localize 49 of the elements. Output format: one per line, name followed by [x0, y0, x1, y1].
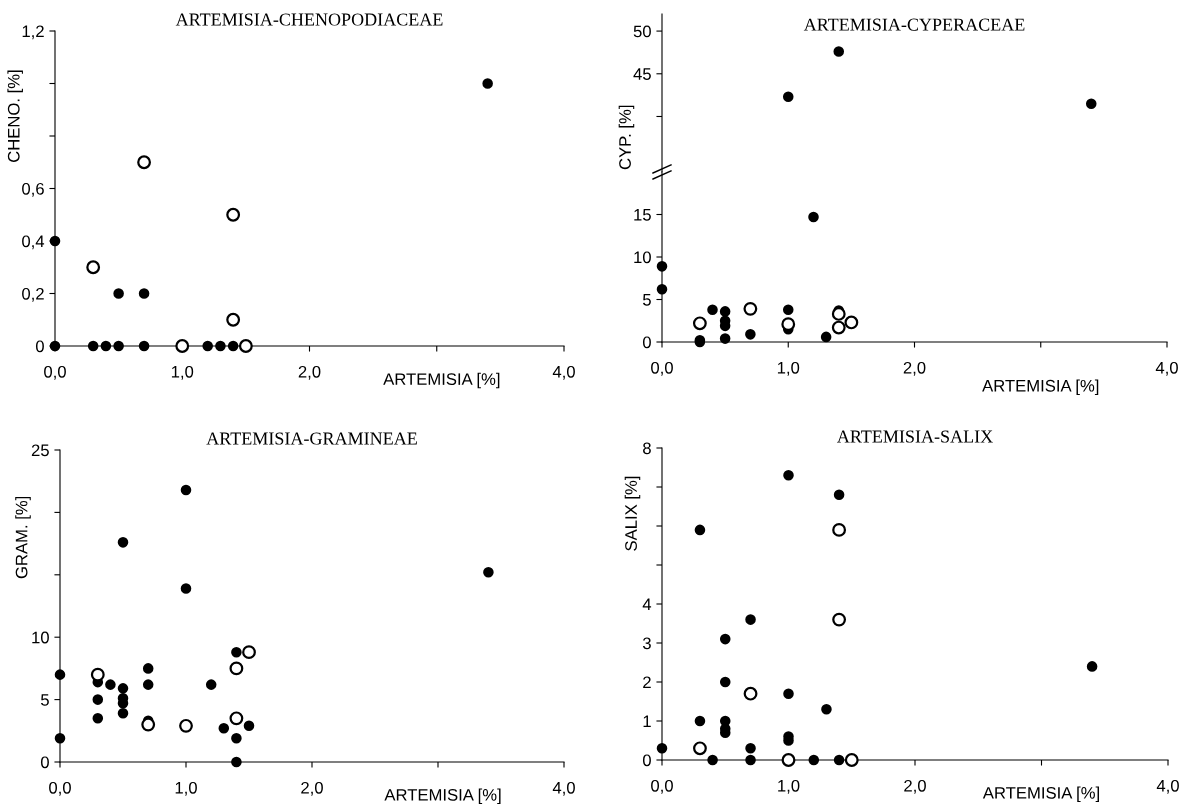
- y-tick-label: 10: [32, 631, 49, 644]
- y-tick-label: 5: [40, 694, 49, 706]
- chart-title: ARTEMISIA-SALIX: [836, 430, 993, 443]
- x-tick-label: 2,0: [903, 361, 926, 376]
- y-tick-label: 0,4: [22, 235, 45, 250]
- x-axis-title: ARTEMISIA [%]: [982, 379, 1099, 395]
- chart-title: ARTEMISIA-GRAMINEAE: [206, 432, 417, 445]
- x-tick-label: 0,0: [44, 365, 66, 380]
- y-tick-label: 5: [642, 294, 651, 306]
- y-axis-title: CHENO. [%]: [7, 70, 23, 162]
- x-tick-label: 2,0: [904, 779, 926, 794]
- x-tick-label: 1,0: [778, 779, 800, 794]
- x-tick-label: 1,0: [777, 361, 800, 376]
- x-tick-label: 4,0: [552, 365, 575, 380]
- y-tick-label: 0,6: [22, 182, 44, 197]
- chart-title: ARTEMISIA-CHENOPODIACEAE: [175, 13, 443, 26]
- y-tick-label: 8: [643, 442, 651, 455]
- y-tick-label: 0,2: [22, 287, 44, 302]
- y-tick-label: 1,2: [22, 25, 44, 40]
- y-tick-label: 3: [642, 637, 651, 650]
- chart-title: ARTEMISIA-CYPERACEAE: [803, 18, 1025, 31]
- y-tick-label: 0: [40, 756, 49, 769]
- y-tick-label: 50: [633, 25, 651, 38]
- x-tick-label: 4,0: [552, 781, 575, 796]
- x-tick-label: 1,0: [175, 781, 197, 796]
- x-axis-title: ARTEMISIA [%]: [982, 786, 1099, 803]
- x-tick-label: 4,0: [1156, 779, 1179, 794]
- x-axis-title: ARTEMISIA [%]: [383, 372, 500, 389]
- y-tick-label: 0: [642, 754, 651, 767]
- y-axis-title: CYP. [%]: [618, 105, 635, 170]
- y-tick-label: 10: [634, 251, 651, 264]
- x-tick-label: 2,0: [298, 365, 321, 380]
- x-tick-label: 2,0: [301, 781, 323, 796]
- y-tick-label: 25: [31, 444, 49, 457]
- y-tick-label: 45: [633, 68, 651, 80]
- y-tick-label: 15: [634, 209, 651, 221]
- x-tick-label: 1,0: [171, 365, 194, 380]
- y-tick-label: 4: [642, 598, 652, 611]
- y-tick-label: 1: [643, 715, 651, 728]
- y-axis-title: GRAM. [%]: [15, 496, 31, 579]
- x-axis-title: ARTEMISIA [%]: [384, 788, 501, 805]
- x-tick-label: 0,0: [651, 361, 673, 376]
- x-tick-label: 4,0: [1155, 361, 1178, 376]
- y-tick-label: 0: [642, 336, 651, 349]
- x-tick-label: 0,0: [651, 779, 673, 794]
- y-tick-label: 2: [643, 676, 651, 689]
- y-axis-title: SALIX [%]: [624, 476, 641, 551]
- x-tick-label: 0,0: [49, 781, 71, 796]
- y-tick-label: 0: [35, 340, 44, 353]
